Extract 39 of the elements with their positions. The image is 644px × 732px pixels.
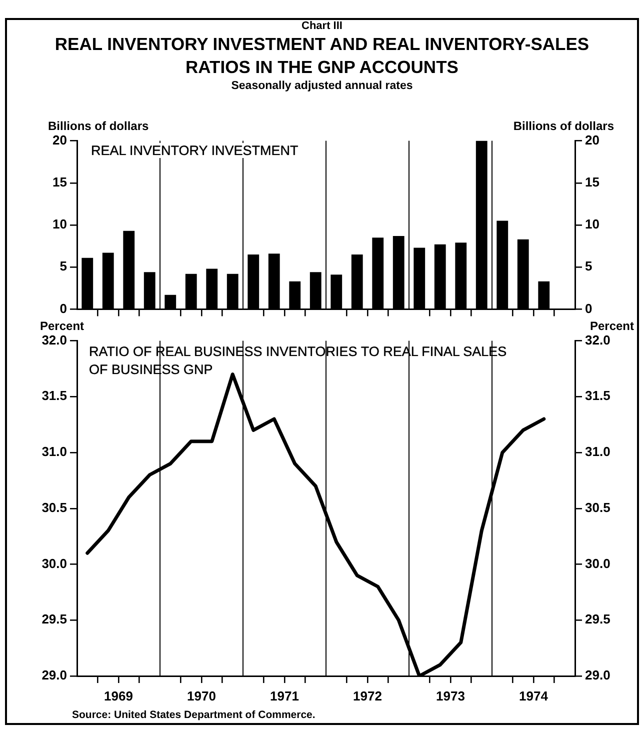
text: Chart III bbox=[300, 20, 344, 32]
y-tick-label: 0 bbox=[60, 300, 67, 316]
y2-axis-title: Billions of dollars bbox=[513, 119, 614, 133]
y-axis-title: Billions of dollars bbox=[48, 119, 149, 133]
y2-tick-label: 31.0 bbox=[585, 444, 610, 460]
y-axis-title: Percent bbox=[40, 319, 84, 333]
x-tick-label: 1970 bbox=[187, 688, 216, 704]
y-tick-label: 20 bbox=[52, 132, 67, 148]
y-tick-label: 5 bbox=[60, 258, 67, 274]
x-tick-label: 1972 bbox=[353, 688, 382, 704]
y2-tick-label: 29.0 bbox=[585, 668, 610, 683]
source-note: Source: United States Department of Commerce. bbox=[72, 709, 316, 721]
y2-tick-label: 30.5 bbox=[585, 500, 610, 515]
chart-subtitle: Seasonally adjusted annual rates bbox=[230, 80, 414, 92]
y-tick-label: 29.0 bbox=[42, 668, 67, 683]
y-tick-label: 32.0 bbox=[42, 332, 67, 348]
y-tick-label: 30.0 bbox=[42, 556, 67, 571]
y-tick-label: 30.5 bbox=[42, 500, 67, 515]
y2-tick-label: 0 bbox=[585, 300, 592, 316]
y-tick-label: 31.0 bbox=[42, 444, 67, 460]
x-tick-label: 1974 bbox=[519, 688, 549, 704]
chart-title: REAL INVENTORY INVESTMENT AND REAL INVENTORY-SALES RATIOS IN THE GNP ACCOUNTS bbox=[54, 33, 590, 79]
y2-tick-label: 20 bbox=[585, 132, 600, 148]
x-tick-label: 1969 bbox=[104, 688, 133, 704]
y2-tick-label: 32.0 bbox=[585, 332, 610, 348]
annotation: REAL INVENTORY INVESTMENT bbox=[89, 143, 300, 158]
y-tick-label: 31.5 bbox=[42, 388, 67, 404]
y-tick-label: 29.5 bbox=[42, 612, 67, 627]
y2-tick-label: 10 bbox=[585, 216, 600, 232]
y2-tick-label: 30.0 bbox=[585, 556, 610, 571]
y-tick-label: 10 bbox=[52, 216, 67, 232]
y2-axis-title: Percent bbox=[590, 319, 634, 333]
y-tick-label: 15 bbox=[52, 174, 67, 190]
x-tick-label: 1971 bbox=[270, 688, 299, 704]
x-tick-label: 1973 bbox=[436, 688, 465, 704]
y2-tick-label: 29.5 bbox=[585, 612, 610, 627]
y2-tick-label: 15 bbox=[585, 174, 600, 190]
y2-tick-label: 5 bbox=[585, 258, 592, 274]
y2-tick-label: 31.5 bbox=[585, 388, 610, 404]
